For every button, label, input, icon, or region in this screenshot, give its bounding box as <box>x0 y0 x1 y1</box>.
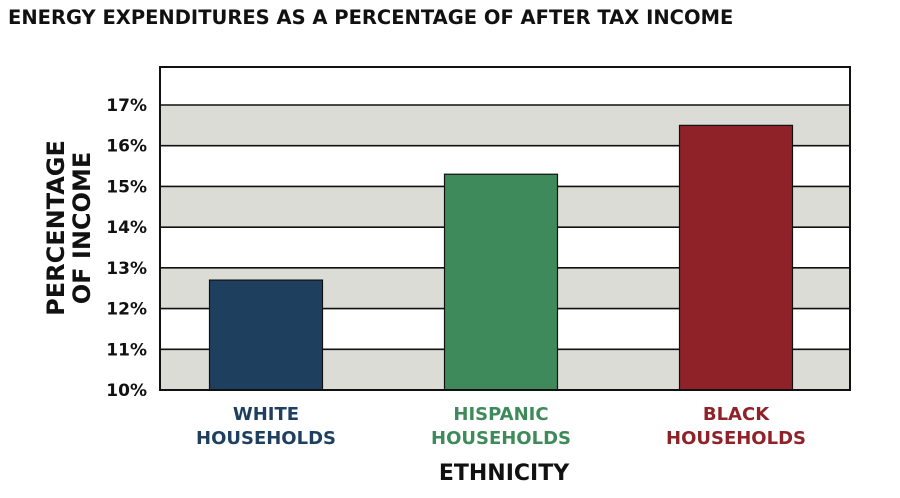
y-axis-ticks: 10% 11% 12% 13% 14% 15% 16% 17% <box>106 96 147 401</box>
y-tick-label: 10% <box>106 381 147 401</box>
y-tick-label: 11% <box>106 340 147 360</box>
y-tick-label: 15% <box>106 177 147 197</box>
plot-frame <box>159 66 851 391</box>
x-category-label: HOUSEHOLDS <box>666 428 806 449</box>
y-tick-label: 12% <box>106 300 147 320</box>
y-axis-title-line: PERCENTAGE <box>42 140 70 316</box>
y-tick-label: 13% <box>106 259 147 279</box>
x-category-label: BLACK <box>703 404 770 425</box>
bar <box>208 279 324 391</box>
y-axis-title-line: OF INCOME <box>68 152 96 304</box>
bar <box>678 124 794 391</box>
x-category-label: WHITE <box>233 404 299 425</box>
bar <box>443 173 559 391</box>
x-category-label: HOUSEHOLDS <box>431 428 571 449</box>
y-tick-label: 17% <box>106 96 147 116</box>
x-category-label: HOUSEHOLDS <box>196 428 336 449</box>
y-tick-label: 16% <box>106 137 147 157</box>
x-axis-category-labels: WHITE HOUSEHOLDS HISPANIC HOUSEHOLDS BLACK HO… <box>196 404 806 449</box>
y-tick-label: 14% <box>106 218 147 238</box>
x-axis-title: ETHNICITY <box>439 461 570 486</box>
x-category-label: HISPANIC <box>453 404 548 425</box>
bars <box>208 124 794 391</box>
chart-title: ENERGY EXPENDITURES AS A PERCENTAGE OF A… <box>8 6 734 29</box>
